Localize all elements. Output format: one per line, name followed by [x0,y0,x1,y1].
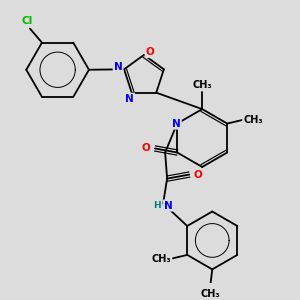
Text: O: O [142,143,151,154]
Text: O: O [194,169,203,180]
Text: N: N [114,62,122,72]
Text: CH₃: CH₃ [200,289,220,299]
Text: Cl: Cl [21,16,32,26]
Text: H: H [153,201,161,210]
Text: N: N [164,200,172,211]
Text: CH₃: CH₃ [192,80,212,90]
Text: CH₃: CH₃ [152,254,171,264]
Text: CH₃: CH₃ [243,115,263,124]
Text: O: O [146,47,154,57]
Text: N: N [125,94,134,104]
Text: N: N [172,118,181,129]
